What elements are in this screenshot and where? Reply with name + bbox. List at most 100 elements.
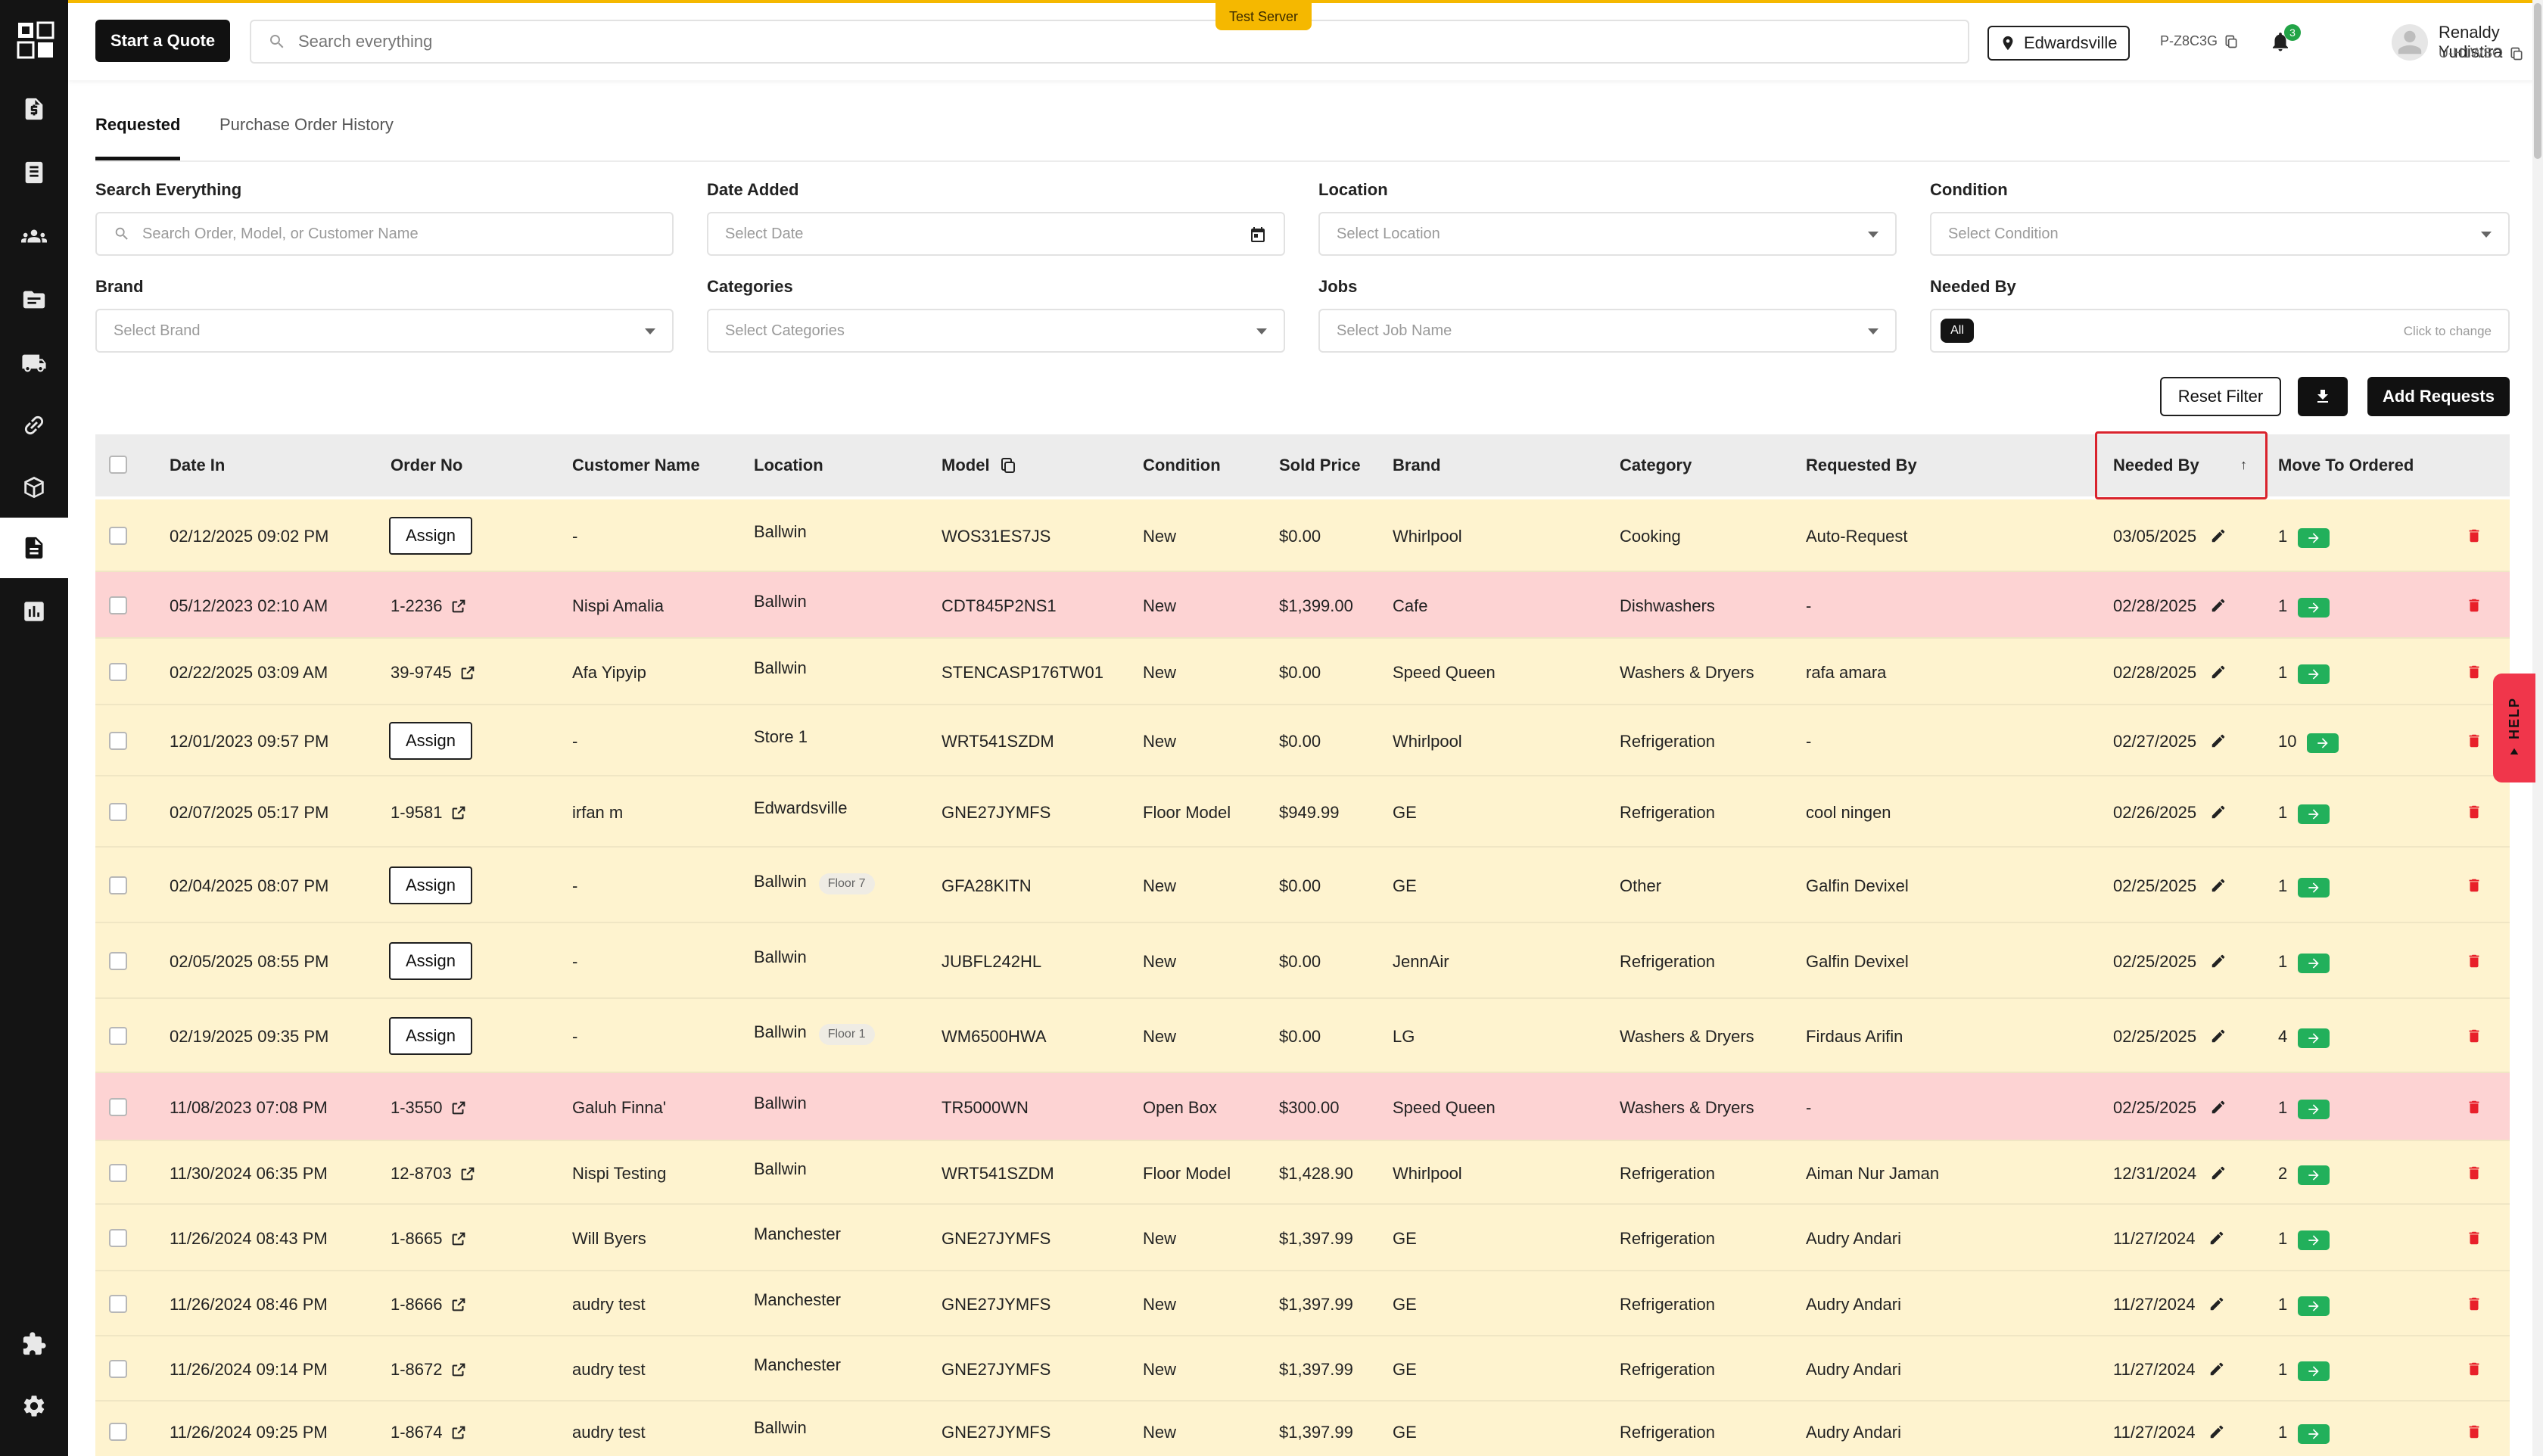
filter-categories-select[interactable]: Select Categories — [707, 309, 1285, 353]
external-link-icon[interactable] — [450, 1296, 467, 1313]
filter-search-input[interactable]: Search Order, Model, or Customer Name — [95, 212, 674, 256]
sidebar-item-settings[interactable] — [0, 1376, 68, 1436]
user-name[interactable]: Renaldy Yudistira — [2439, 23, 2503, 61]
scrollbar-track[interactable] — [2532, 0, 2543, 1456]
row-checkbox[interactable] — [109, 527, 127, 545]
col-category[interactable]: Category — [1620, 456, 1692, 474]
trash-icon[interactable] — [2466, 732, 2482, 750]
row-checkbox[interactable] — [109, 732, 127, 750]
row-checkbox[interactable] — [109, 952, 127, 970]
move-to-ordered-button[interactable] — [2298, 664, 2330, 684]
cell-order-no[interactable]: 1-2236 — [391, 596, 467, 616]
sidebar-item-integrations[interactable] — [0, 1314, 68, 1374]
filter-brand-select[interactable]: Select Brand — [95, 309, 674, 353]
order-number[interactable]: 1-8672 — [391, 1360, 443, 1379]
cell-order-no[interactable]: 1-8674 — [391, 1423, 467, 1442]
trash-icon[interactable] — [2466, 1423, 2482, 1441]
row-checkbox[interactable] — [109, 1164, 127, 1182]
trash-icon[interactable] — [2466, 596, 2482, 614]
move-to-ordered-button[interactable] — [2298, 1100, 2330, 1119]
move-to-ordered-button[interactable] — [2298, 1361, 2330, 1381]
row-checkbox[interactable] — [109, 1229, 127, 1247]
trash-icon[interactable] — [2466, 952, 2482, 970]
pencil-icon[interactable] — [2208, 1361, 2225, 1377]
trash-icon[interactable] — [2466, 803, 2482, 821]
order-number[interactable]: 1-8674 — [391, 1423, 443, 1442]
scrollbar-thumb[interactable] — [2534, 3, 2541, 159]
row-checkbox[interactable] — [109, 596, 127, 614]
row-checkbox[interactable] — [109, 1027, 127, 1045]
copy-icon[interactable] — [999, 456, 1017, 474]
col-needed-by[interactable]: Needed By — [2113, 456, 2199, 474]
assign-button[interactable]: Assign — [389, 517, 472, 555]
sidebar-item-requests[interactable] — [0, 518, 68, 578]
sidebar-item-ledger[interactable] — [0, 142, 68, 203]
move-to-ordered-button[interactable] — [2298, 598, 2330, 618]
sidebar-item-reports[interactable] — [0, 581, 68, 642]
external-link-icon[interactable] — [450, 1424, 467, 1441]
trash-icon[interactable] — [2466, 1164, 2482, 1182]
external-link-icon[interactable] — [450, 804, 467, 821]
sidebar-item-folders[interactable] — [0, 269, 68, 330]
pencil-icon[interactable] — [2210, 804, 2227, 820]
trash-icon[interactable] — [2466, 1360, 2482, 1378]
assign-button[interactable]: Assign — [389, 1017, 472, 1055]
location-selector[interactable]: Edwardsville — [1987, 26, 2130, 61]
move-to-ordered-button[interactable] — [2298, 1296, 2330, 1316]
col-sold-price[interactable]: Sold Price — [1279, 456, 1361, 474]
move-to-ordered-button[interactable] — [2298, 804, 2330, 824]
avatar[interactable] — [2392, 24, 2428, 61]
sort-ascending-icon[interactable]: ↑ — [2240, 457, 2247, 472]
order-number[interactable]: 39-9745 — [391, 663, 452, 682]
tab-requested[interactable]: Requested — [95, 115, 181, 160]
notifications-button[interactable]: 3 — [2269, 24, 2301, 56]
filter-location-select[interactable]: Select Location — [1318, 212, 1897, 256]
select-all-checkbox[interactable] — [109, 456, 127, 474]
col-date-in[interactable]: Date In — [170, 456, 226, 474]
download-button[interactable] — [2298, 377, 2348, 416]
pencil-icon[interactable] — [2210, 1099, 2227, 1115]
order-number[interactable]: 1-2236 — [391, 596, 443, 615]
help-tab[interactable]: HELP — [2493, 674, 2535, 782]
move-to-ordered-button[interactable] — [2298, 878, 2330, 898]
external-link-icon[interactable] — [459, 664, 476, 681]
row-checkbox[interactable] — [109, 876, 127, 894]
trash-icon[interactable] — [2466, 1098, 2482, 1116]
pencil-icon[interactable] — [2210, 877, 2227, 894]
move-to-ordered-button[interactable] — [2298, 1424, 2330, 1444]
cell-order-no[interactable]: 39-9745 — [391, 663, 476, 683]
move-to-ordered-button[interactable] — [2298, 528, 2330, 548]
pencil-icon[interactable] — [2208, 1230, 2225, 1246]
order-number[interactable]: 1-3550 — [391, 1098, 443, 1117]
copy-icon[interactable] — [2509, 46, 2524, 61]
external-link-icon[interactable] — [450, 1230, 467, 1247]
pencil-icon[interactable] — [2208, 1296, 2225, 1312]
start-quote-button[interactable]: Start a Quote — [95, 20, 231, 62]
order-number[interactable]: 1-8665 — [391, 1229, 443, 1248]
pencil-icon[interactable] — [2208, 1423, 2225, 1440]
assign-button[interactable]: Assign — [389, 722, 472, 760]
pencil-icon[interactable] — [2210, 664, 2227, 680]
filter-condition-select[interactable]: Select Condition — [1930, 212, 2510, 256]
pencil-icon[interactable] — [2210, 733, 2227, 749]
col-customer-name[interactable]: Customer Name — [572, 456, 700, 474]
global-search-input[interactable] — [298, 32, 1829, 51]
cell-order-no[interactable]: 1-3550 — [391, 1098, 467, 1118]
col-model[interactable]: Model — [942, 434, 1017, 496]
col-requested-by[interactable]: Requested By — [1806, 456, 1917, 474]
pencil-icon[interactable] — [2210, 527, 2227, 544]
cell-order-no[interactable]: 1-8665 — [391, 1229, 467, 1249]
filter-date-added[interactable]: Select Date — [707, 212, 1285, 256]
move-to-ordered-button[interactable] — [2298, 1165, 2330, 1185]
external-link-icon[interactable] — [450, 1361, 467, 1378]
order-number[interactable]: 12-8703 — [391, 1164, 452, 1183]
assign-button[interactable]: Assign — [389, 942, 472, 980]
move-to-ordered-button[interactable] — [2298, 1230, 2330, 1250]
cell-order-no[interactable]: 1-9581 — [391, 803, 467, 823]
sidebar-item-inventory[interactable] — [0, 457, 68, 518]
global-search[interactable] — [250, 20, 1969, 64]
reset-filter-button[interactable]: Reset Filter — [2160, 377, 2281, 416]
order-number[interactable]: 1-9581 — [391, 803, 443, 822]
sidebar-item-invoices[interactable] — [0, 79, 68, 139]
move-to-ordered-button[interactable] — [2298, 1028, 2330, 1048]
